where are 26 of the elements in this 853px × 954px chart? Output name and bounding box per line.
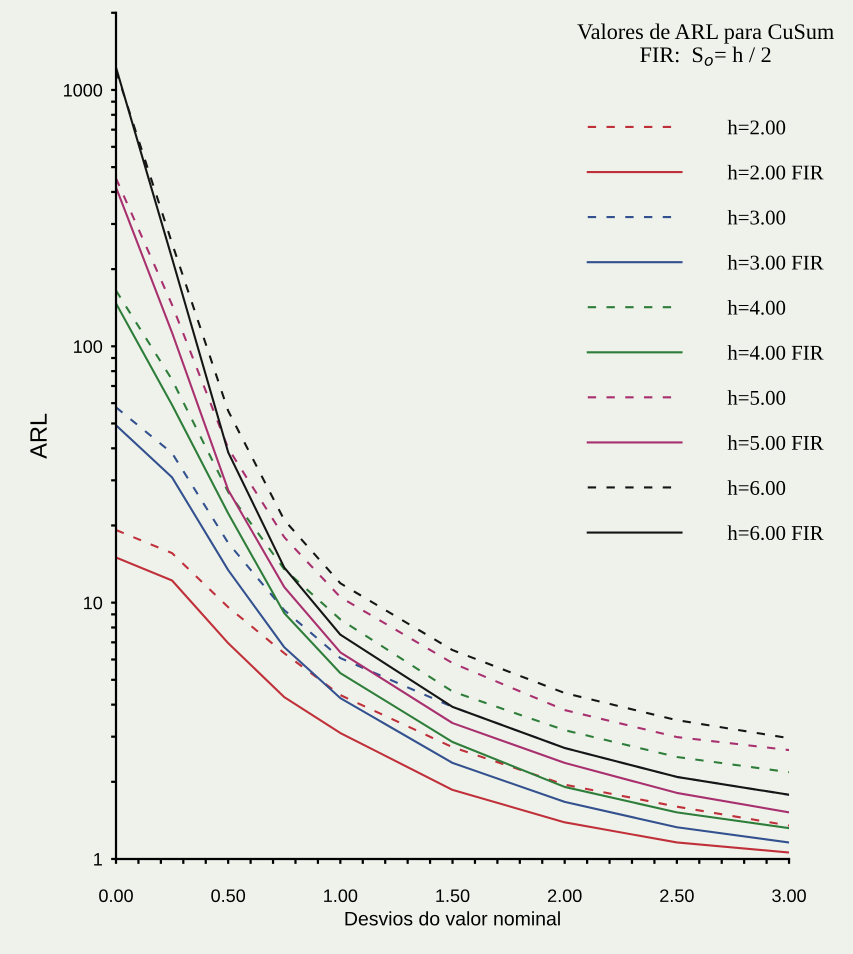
legend-label: h=4.00 [728,300,786,315]
x-tick-label: 2.50 [660,889,694,902]
x-axis-title: Desvios do valor nominal [346,911,560,926]
legend-label: h=6.00 FIR [728,525,824,540]
legend-label: h=2.00 [728,120,786,135]
y-tick-label: 1000 [64,84,102,97]
x-tick-label: 1.00 [324,889,358,902]
legend-label: h=3.00 FIR [728,255,824,270]
legend-label: h=5.00 FIR [728,435,824,450]
line-series [116,556,790,854]
x-tick-label: 0.50 [211,889,246,902]
legend-title: Valores de ARL para CuSum FIR: S$_{o}$= h / 2 [577,24,834,66]
legend-label: h=3.00 [728,210,786,225]
y-tick-label: 10 [84,596,102,610]
x-tick-label: 3.00 [772,889,806,902]
y-axis-title: ARL [30,414,47,459]
legend-label: h=4.00 FIR [728,345,824,360]
line-series [116,424,790,844]
y-tick-label: 100 [74,340,102,354]
legend-label: h=6.00 [728,480,786,496]
x-tick-label: 0.00 [99,889,133,902]
legend-label: h=5.00 [728,390,786,405]
x-tick-label: 1.50 [436,889,470,902]
legend-label: h=2.00 FIR [728,164,824,180]
y-tick-label: 1 [94,853,102,866]
x-tick-label: 2.00 [548,889,582,902]
